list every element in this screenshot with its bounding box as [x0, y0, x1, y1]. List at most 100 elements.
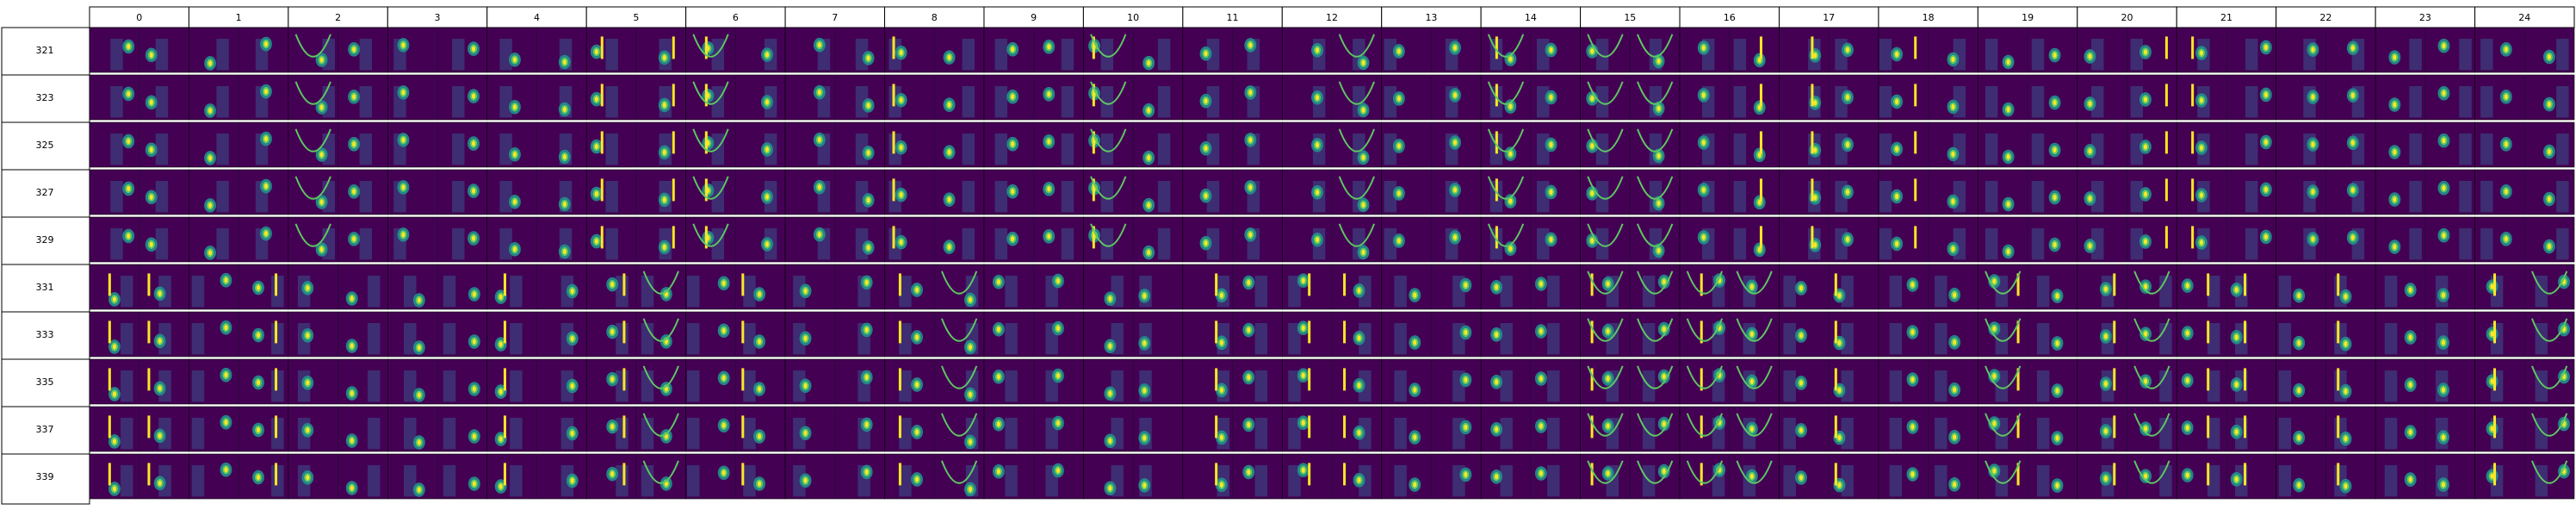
thumbnail-cell — [784, 453, 885, 500]
thumbnail-cell — [685, 121, 786, 168]
thumbnail-cell — [1281, 453, 1383, 500]
thumbnail-cell — [983, 27, 1084, 73]
column-label: 1 — [236, 12, 242, 23]
thumbnail-cell — [2276, 311, 2376, 358]
thumbnail-cell — [1878, 311, 1978, 358]
thumbnail-cell — [1878, 453, 1978, 500]
thumbnail-cell — [1580, 121, 1681, 168]
thumbnail-cell — [1878, 358, 1978, 405]
thumbnail-cell — [2474, 27, 2575, 73]
thumbnail-cell — [2276, 121, 2376, 168]
thumbnail-cell — [2176, 121, 2276, 168]
thumbnail-cell — [189, 216, 289, 263]
column-header-cell: 20 — [2077, 6, 2177, 28]
column-header-cell: 19 — [1977, 6, 2078, 28]
thumbnail-cell — [486, 27, 587, 73]
thumbnail-cell — [1978, 453, 2078, 500]
thumbnail-cell — [884, 264, 985, 310]
thumbnail-cell — [387, 27, 488, 73]
thumbnail-cell — [884, 216, 985, 263]
thumbnail-cell — [2474, 169, 2575, 215]
thumbnail-cell — [387, 169, 488, 215]
thumbnail-cell — [387, 264, 488, 310]
thumbnail-cell — [1083, 406, 1184, 452]
thumbnail-cell — [387, 358, 488, 405]
column-label: 15 — [1624, 12, 1636, 23]
column-label: 12 — [1326, 12, 1338, 23]
thumbnail-cell — [685, 311, 786, 358]
column-label: 9 — [1031, 12, 1037, 23]
thumbnail-cell — [1281, 27, 1383, 73]
thumbnail-cell — [1978, 264, 2078, 310]
column-label: 3 — [435, 12, 441, 23]
thumbnail-cell — [288, 74, 388, 121]
thumbnail-cell — [2474, 121, 2575, 168]
column-header-cell: 22 — [2276, 6, 2376, 28]
thumbnail-cell — [89, 121, 189, 168]
column-label: 14 — [1525, 12, 1537, 23]
thumbnail-cell — [288, 216, 388, 263]
thumbnail-cell — [1679, 27, 1780, 73]
thumbnail-cell — [2474, 406, 2575, 452]
thumbnail-cell — [1182, 453, 1283, 500]
thumbnail-cell — [1182, 264, 1283, 310]
thumbnail-cell — [1779, 264, 1879, 310]
thumbnail-cell — [189, 358, 289, 405]
thumbnail-cell — [1182, 121, 1283, 168]
thumbnail-cell — [2276, 74, 2376, 121]
thumbnail-cell — [1182, 169, 1283, 215]
thumbnail-cell — [189, 453, 289, 500]
thumbnail-cell — [1580, 216, 1681, 263]
column-header-cell: 1 — [188, 6, 289, 28]
thumbnail-cell — [585, 358, 686, 405]
thumbnail-cell — [1083, 216, 1184, 263]
thumbnail-cell — [2474, 216, 2575, 263]
thumbnail-cell — [2375, 311, 2475, 358]
thumbnail-cell — [585, 216, 686, 263]
row-header-cell: 339 — [1, 453, 90, 505]
thumbnail-cell — [1281, 358, 1383, 405]
thumbnail-cell — [784, 406, 885, 452]
thumbnail-cell — [983, 358, 1084, 405]
thumbnail-cell — [2375, 216, 2475, 263]
thumbnail-cell — [1381, 453, 1482, 500]
row-header-cell: 337 — [1, 406, 90, 455]
thumbnail-cell — [1281, 169, 1383, 215]
thumbnail-cell — [1381, 169, 1482, 215]
thumbnail-cell — [1281, 74, 1383, 121]
thumbnail-cell — [2077, 311, 2177, 358]
row-label: 333 — [36, 329, 54, 340]
thumbnail-cell — [1182, 74, 1283, 121]
column-label: 22 — [2319, 12, 2331, 23]
thumbnail-cell — [2276, 453, 2376, 500]
thumbnail-cell — [2276, 264, 2376, 310]
column-label: 2 — [335, 12, 341, 23]
thumbnail-cell — [1480, 406, 1581, 452]
thumbnail-cell — [2077, 358, 2177, 405]
thumbnail-cell — [1580, 169, 1681, 215]
thumbnail-cell — [387, 406, 488, 452]
column-header-cell: 10 — [1082, 6, 1184, 28]
thumbnail-cell — [983, 406, 1084, 452]
thumbnail-cell — [1580, 358, 1681, 405]
column-label: 10 — [1127, 12, 1139, 23]
column-header-cell: 11 — [1182, 6, 1283, 28]
thumbnail-cell — [1083, 74, 1184, 121]
thumbnail-cell — [1480, 453, 1581, 500]
column-label: 21 — [2220, 12, 2232, 23]
thumbnail-cell — [1381, 358, 1482, 405]
thumbnail-cell — [884, 169, 985, 215]
thumbnail-cell — [2474, 74, 2575, 121]
thumbnail-cell — [2276, 358, 2376, 405]
thumbnail-cell — [585, 74, 686, 121]
thumbnail-cell — [1083, 264, 1184, 310]
thumbnail-cell — [1480, 358, 1581, 405]
row-label: 321 — [36, 45, 54, 56]
thumbnail-cell — [288, 406, 388, 452]
thumbnail-cell — [2176, 311, 2276, 358]
thumbnail-cell — [89, 216, 189, 263]
thumbnail-cell — [2176, 264, 2276, 310]
thumbnail-cell — [1779, 453, 1879, 500]
thumbnail-cell — [189, 169, 289, 215]
